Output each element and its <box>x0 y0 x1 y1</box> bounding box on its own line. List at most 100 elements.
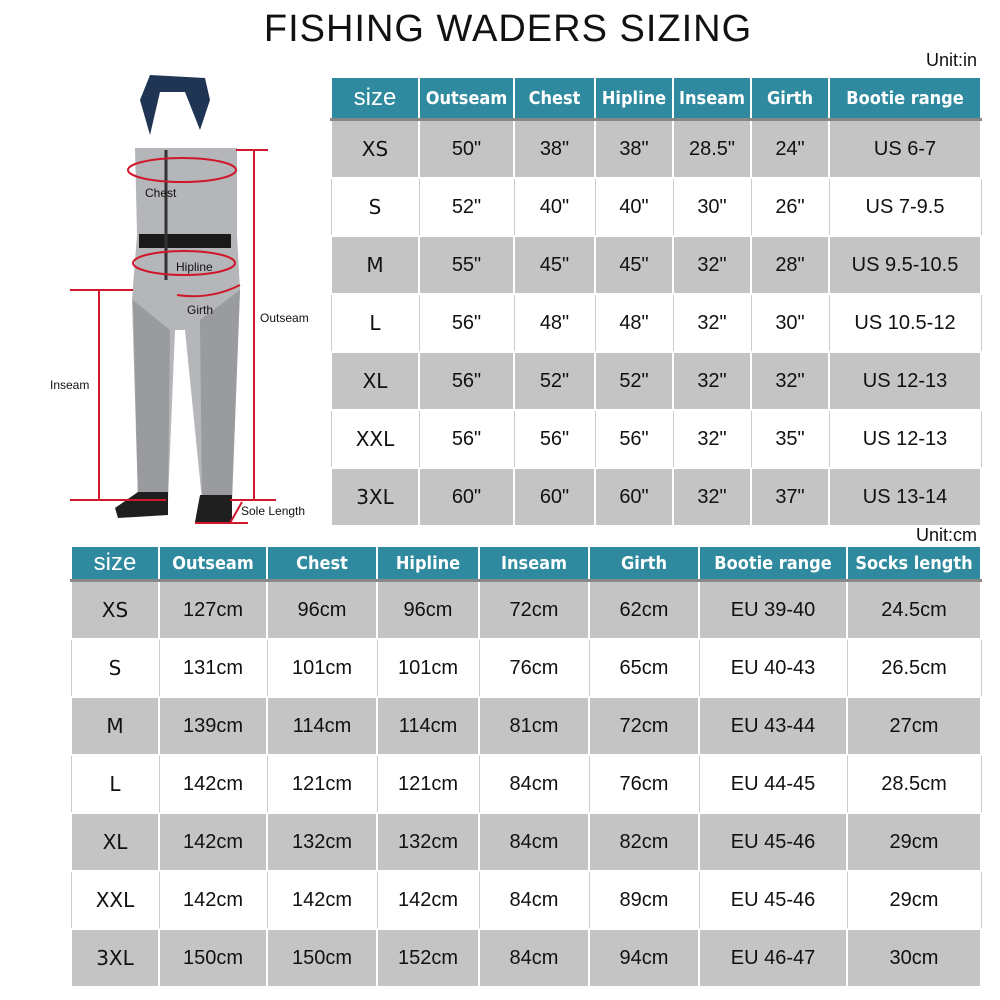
value-cell: 30cm <box>846 928 982 988</box>
sole-length-label: Sole Length <box>241 504 305 518</box>
value-cell: EU 45-46 <box>698 812 848 872</box>
column-header: Girth <box>750 76 830 121</box>
column-header: Hipline <box>376 545 480 582</box>
value-cell: 40" <box>513 177 596 237</box>
table-row: 3XL 60" 60" 60" 32" 37" US 13-14 <box>330 467 982 527</box>
inch-size-table: size Outseam Chest Hipline Inseam Girth Bootie… <box>330 76 982 527</box>
table-row: XL 142cm 132cm 132cm 84cm 82cm EU 45-46 29cm <box>70 812 982 872</box>
table-row: XXL 142cm 142cm 142cm 84cm 89cm EU 45-46 29cm <box>70 870 982 930</box>
value-cell: 56" <box>594 409 674 469</box>
value-cell: 96cm <box>266 579 378 640</box>
value-cell: 38" <box>513 118 596 179</box>
column-header: Inseam <box>672 76 752 121</box>
value-cell: 60" <box>418 467 515 527</box>
value-cell: 28.5cm <box>846 754 982 814</box>
value-cell: 50" <box>418 118 515 179</box>
value-cell: 26" <box>750 177 830 237</box>
value-cell: 150cm <box>158 928 268 988</box>
column-header: Chest <box>513 76 596 121</box>
table-row: 3XL 150cm 150cm 152cm 84cm 94cm EU 46-47 30cm <box>70 928 982 988</box>
table-row: M 55" 45" 45" 32" 28" US 9.5-10.5 <box>330 235 982 295</box>
value-cell: 32" <box>672 293 752 353</box>
size-cell: XXL <box>330 409 420 469</box>
value-cell: 76cm <box>478 638 590 698</box>
table-row: S 52" 40" 40" 30" 26" US 7-9.5 <box>330 177 982 237</box>
belt <box>139 234 231 248</box>
value-cell: US 7-9.5 <box>828 177 982 237</box>
column-header: Bootie range <box>828 76 982 121</box>
left-boot <box>115 492 168 518</box>
measure-lines <box>70 149 276 524</box>
value-cell: EU 46-47 <box>698 928 848 988</box>
size-cell: XXL <box>70 870 160 930</box>
table-row: XL 56" 52" 52" 32" 32" US 12-13 <box>330 351 982 411</box>
table-row: M 139cm 114cm 114cm 81cm 72cm EU 43-44 27cm <box>70 696 982 756</box>
size-cell: XL <box>70 812 160 872</box>
size-cell: XL <box>330 351 420 411</box>
size-cell: 3XL <box>70 928 160 988</box>
value-cell: 26.5cm <box>846 638 982 698</box>
value-cell: 121cm <box>376 754 480 814</box>
value-cell: 37" <box>750 467 830 527</box>
value-cell: 56" <box>418 293 515 353</box>
table-row: L 56" 48" 48" 32" 30" US 10.5-12 <box>330 293 982 353</box>
value-cell: US 12-13 <box>828 351 982 411</box>
size-cell: M <box>70 696 160 756</box>
column-header: Hipline <box>594 76 674 121</box>
value-cell: 40" <box>594 177 674 237</box>
value-cell: 32" <box>672 409 752 469</box>
size-cell: S <box>330 177 420 237</box>
unit-cm-label: Unit:cm <box>916 525 978 545</box>
page-title: FISHING WADERS SIZING <box>263 8 753 50</box>
table-row: XS 50" 38" 38" 28.5" 24" US 6-7 <box>330 118 982 179</box>
value-cell: 32" <box>750 351 830 411</box>
value-cell: 52" <box>594 351 674 411</box>
value-cell: 139cm <box>158 696 268 756</box>
value-cell: US 9.5-10.5 <box>828 235 982 295</box>
column-header: Inseam <box>478 545 590 582</box>
shoulder-straps <box>140 75 210 135</box>
value-cell: 142cm <box>158 870 268 930</box>
value-cell: 84cm <box>478 870 590 930</box>
size-cell: L <box>70 754 160 814</box>
value-cell: 56" <box>418 351 515 411</box>
value-cell: 84cm <box>478 754 590 814</box>
column-header: Bootie range <box>698 545 848 582</box>
value-cell: 65cm <box>588 638 700 698</box>
table-row: L 142cm 121cm 121cm 84cm 76cm EU 44-45 28.5cm <box>70 754 982 814</box>
value-cell: 72cm <box>478 579 590 640</box>
value-cell: 52" <box>513 351 596 411</box>
value-cell: 101cm <box>376 638 480 698</box>
value-cell: US 6-7 <box>828 118 982 179</box>
hipline-label: Hipline <box>176 260 213 274</box>
value-cell: 127cm <box>158 579 268 640</box>
value-cell: 101cm <box>266 638 378 698</box>
value-cell: 96cm <box>376 579 480 640</box>
value-cell: 82cm <box>588 812 700 872</box>
outseam-label: Outseam <box>260 311 309 325</box>
value-cell: 72cm <box>588 696 700 756</box>
column-header: size <box>70 545 160 582</box>
value-cell: 89cm <box>588 870 700 930</box>
value-cell: 114cm <box>376 696 480 756</box>
value-cell: 35" <box>750 409 830 469</box>
column-header: Outseam <box>418 76 515 121</box>
value-cell: 28.5" <box>672 118 752 179</box>
value-cell: 131cm <box>158 638 268 698</box>
size-cell: XS <box>330 118 420 179</box>
value-cell: 142cm <box>158 754 268 814</box>
value-cell: 45" <box>594 235 674 295</box>
column-header: Outseam <box>158 545 268 582</box>
size-cell: M <box>330 235 420 295</box>
value-cell: 30" <box>672 177 752 237</box>
value-cell: 48" <box>513 293 596 353</box>
value-cell: 84cm <box>478 928 590 988</box>
girth-label: Girth <box>187 303 213 317</box>
value-cell: 121cm <box>266 754 378 814</box>
value-cell: 45" <box>513 235 596 295</box>
table-row: XXL 56" 56" 56" 32" 35" US 12-13 <box>330 409 982 469</box>
column-header: Socks length <box>846 545 982 582</box>
size-cell: XS <box>70 579 160 640</box>
value-cell: 24.5cm <box>846 579 982 640</box>
value-cell: EU 39-40 <box>698 579 848 640</box>
